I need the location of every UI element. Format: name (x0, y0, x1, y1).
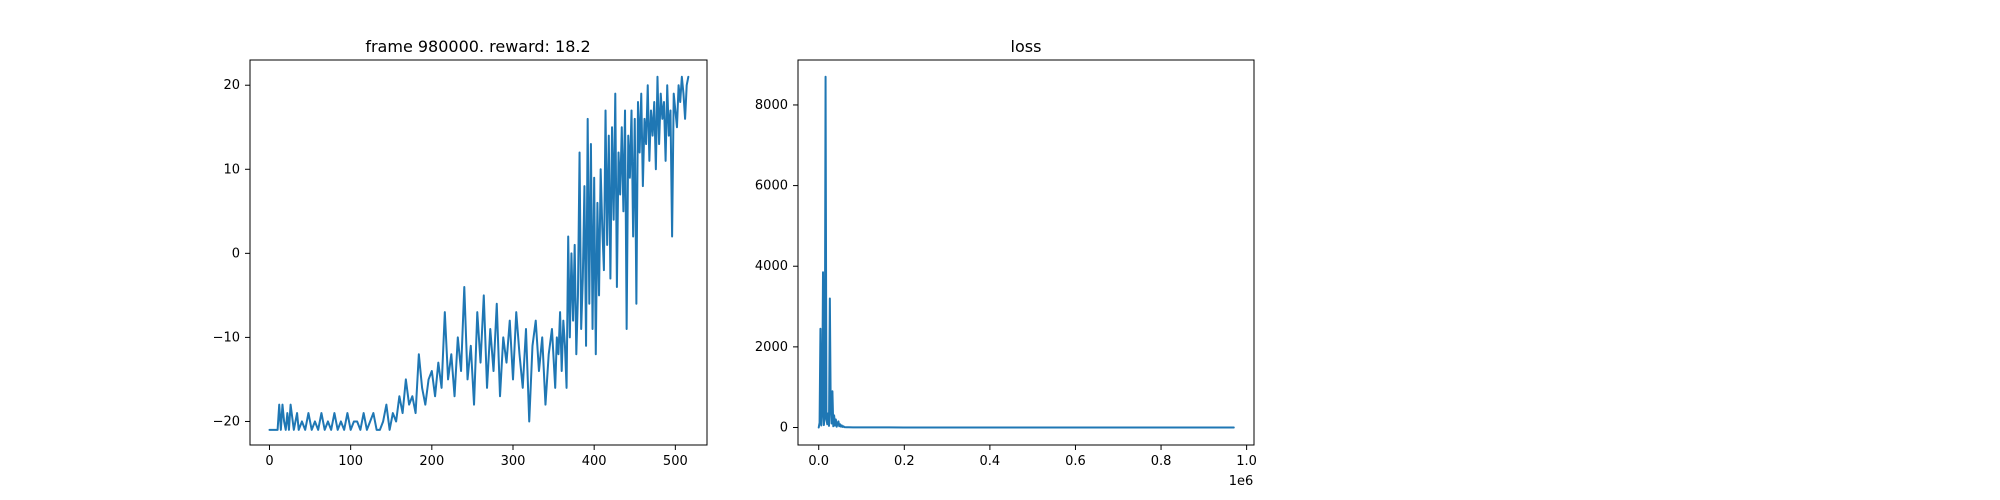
reward-chart-x-axis: 0 100 200 300 400 500 (265, 445, 688, 469)
reward-y-tick-label: 20 (223, 78, 240, 93)
reward-y-tick-label: −10 (213, 330, 240, 345)
loss-x-tick-label: 0.4 (980, 454, 1001, 469)
loss-x-tick-label: 0.8 (1151, 454, 1172, 469)
reward-y-tick-label: 10 (223, 162, 240, 177)
loss-chart-title: loss (1011, 37, 1042, 56)
reward-x-tick-label: 200 (419, 454, 444, 469)
loss-x-tick-label: 0.0 (808, 454, 829, 469)
loss-chart-x-offset-label: 1e6 (1229, 474, 1254, 489)
loss-y-tick-label: 2000 (755, 340, 788, 355)
reward-x-tick-label: 100 (338, 454, 363, 469)
reward-x-tick-label: 400 (582, 454, 607, 469)
loss-chart-y-axis: 0 2000 4000 6000 8000 (755, 98, 798, 436)
loss-chart-plot-area (797, 59, 1255, 446)
reward-x-tick-label: 500 (663, 454, 688, 469)
reward-y-tick-label: −20 (213, 414, 240, 429)
reward-chart: frame 980000. reward: 18.2 0 100 200 300 400… (213, 37, 708, 469)
reward-chart-plot-area (249, 59, 708, 446)
reward-chart-title: frame 980000. reward: 18.2 (365, 37, 590, 56)
reward-x-tick-label: 0 (265, 454, 273, 469)
reward-x-tick-label: 300 (501, 454, 526, 469)
loss-series-layer (817, 75, 1235, 429)
loss-chart-x-axis: 0.0 0.2 0.4 0.6 0.8 1.0 (808, 445, 1257, 469)
reward-chart-y-axis: −20 −10 0 10 20 (213, 78, 250, 429)
reward-series-layer (268, 75, 690, 431)
loss-y-tick-label: 0 (780, 421, 788, 436)
reward-series-line-0 (268, 75, 690, 431)
loss-series-line-0 (817, 75, 1235, 429)
loss-y-tick-label: 4000 (755, 259, 788, 274)
loss-x-tick-label: 1.0 (1236, 454, 1257, 469)
loss-x-tick-label: 0.6 (1065, 454, 1086, 469)
loss-x-tick-label: 0.2 (894, 454, 915, 469)
loss-y-tick-label: 6000 (755, 179, 788, 194)
reward-y-tick-label: 0 (232, 246, 240, 261)
loss-chart: loss 0.0 0.2 0.4 0.6 0.8 1.0 0 2000 4000 6000 800… (755, 37, 1257, 489)
loss-y-tick-label: 8000 (755, 98, 788, 113)
